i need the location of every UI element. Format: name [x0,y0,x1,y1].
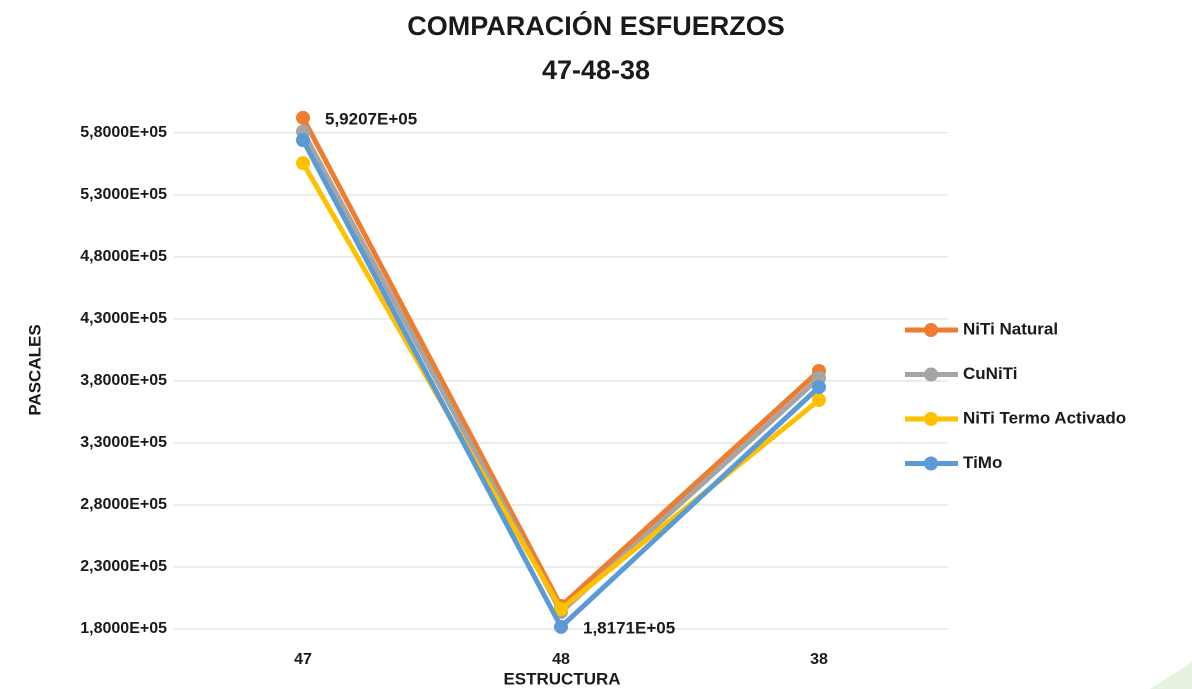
legend-label: NiTi Natural [963,319,1058,338]
data-point [296,156,310,171]
legend-marker [924,456,938,471]
data-point [296,133,310,148]
y-axis-label: PASCALES [25,324,44,415]
x-tick-label: 38 [810,651,828,668]
legend-label: NiTi Termo Activado [963,408,1126,427]
data-point [554,602,568,617]
data-point [812,393,826,408]
data-label: 5,9207E+05 [325,109,417,128]
series-line [300,116,821,609]
y-tick-label: 3,8000E+05 [80,372,167,389]
series-line [300,138,821,630]
legend-label: TiMo [963,453,1002,472]
y-tick-label: 1,8000E+05 [80,620,167,637]
data-label: 1,8171E+05 [583,618,675,637]
y-tick-label: 5,3000E+05 [80,186,167,203]
series-line [300,130,821,615]
y-tick-label: 2,3000E+05 [80,558,167,575]
series-line [300,161,821,612]
legend-marker [924,367,938,382]
legend-marker [924,412,938,426]
y-tick-label: 3,3000E+05 [80,434,167,451]
y-tick-label: 2,8000E+05 [80,496,167,513]
legend-marker [924,323,938,337]
y-tick-label: 5,8000E+05 [80,124,167,141]
y-tick-label: 4,3000E+05 [80,310,167,327]
data-point [812,380,826,395]
corner-decoration [1150,662,1192,689]
x-axis-label: ESTRUCTURA [503,669,620,688]
data-point [296,110,310,125]
data-point [554,619,568,634]
x-tick-label: 48 [552,651,570,668]
chart-title: COMPARACIÓN ESFUERZOS [407,10,785,41]
chart-subtitle: 47-48-38 [542,55,650,85]
legend-label: CuNiTi [963,364,1017,383]
x-tick-label: 47 [294,651,312,668]
y-tick-label: 4,8000E+05 [80,248,167,265]
